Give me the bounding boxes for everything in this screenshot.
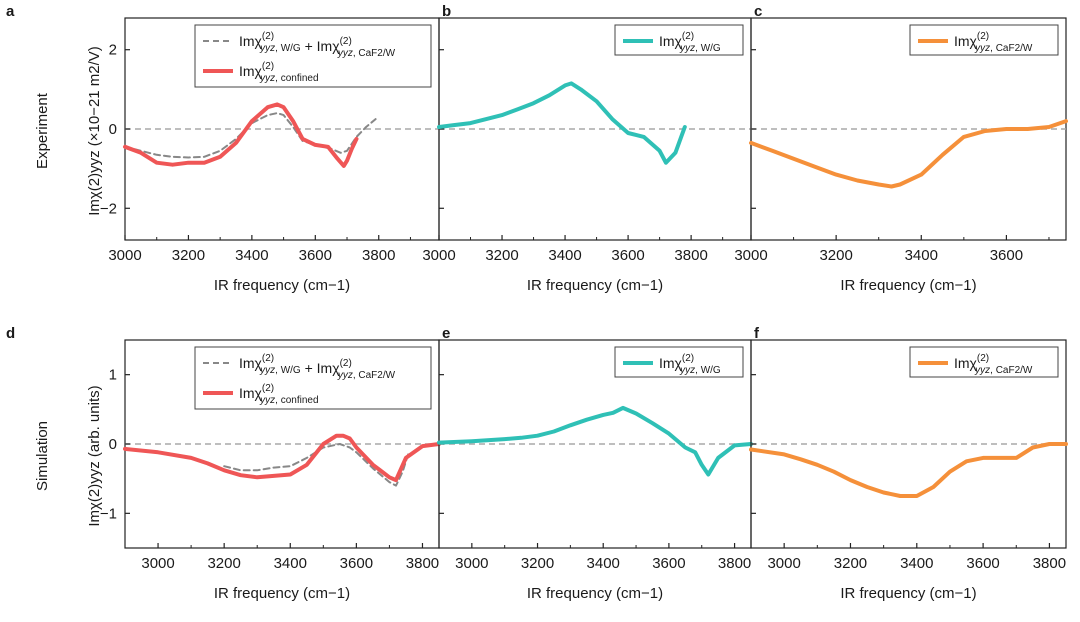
- x-tick-label: 3400: [548, 247, 581, 264]
- legend-entry-label: Imχ(2) yyz, W/G: [659, 31, 721, 54]
- x-tick-label: 3000: [108, 247, 141, 264]
- x-tick-label: 3600: [611, 247, 644, 264]
- y-tick-label: −1: [100, 505, 117, 522]
- series-line-measured: [749, 119, 1068, 189]
- svg-text:Imχ(2)yyz (arb. units): Imχ(2)yyz (arb. units): [86, 385, 103, 526]
- legend-entry-label: Imχ(2) yyz, W/G + Imχ(2) yyz, CaF2/W: [239, 353, 396, 381]
- x-tick-label: 3800: [718, 555, 751, 572]
- panel-letter: b: [442, 3, 451, 20]
- legend-box: [194, 346, 432, 410]
- y-tick-label: 0: [109, 436, 117, 453]
- panel-f: 3000 3200 3400 3600 3800 IR frequency (cm−1) f…: [749, 325, 1068, 602]
- panel-c: 3000 3200 3400 3600 IR frequency (cm−1) c Imχ(…: [734, 3, 1068, 294]
- legend-entry-label: Imχ(2) yyz, CaF2/W: [954, 353, 1033, 376]
- panel-d: 3000 3200 3400 3600 3800 −1 0 1 IR frequency (cm…: [6, 325, 441, 602]
- panel-letter: c: [754, 3, 762, 20]
- legend: Imχ(2) yyz, W/G: [614, 24, 744, 56]
- x-tick-label: 3200: [485, 247, 518, 264]
- x-tick-label: 3000: [767, 555, 800, 572]
- x-tick-label: 3000: [455, 555, 488, 572]
- series-line-measured: [437, 81, 687, 165]
- y-axis-label-experiment: Imχ(2)yyz (×10−21 m2/V): [86, 46, 103, 216]
- legend-entry-label: Imχ(2) yyz, CaF2/W: [954, 31, 1033, 54]
- x-tick-label: 3200: [172, 247, 205, 264]
- svg-text:Imχ(2)yyz (×10−21 m2/V): Imχ(2)yyz (×10−21 m2/V): [86, 46, 103, 216]
- legend: Imχ(2) yyz, W/G + Imχ(2) yyz, CaF2/WImχ(2)…: [194, 346, 432, 410]
- x-tick-label: 3800: [1033, 555, 1066, 572]
- x-axis-label: IR frequency (cm−1): [527, 277, 663, 294]
- panel-letter: d: [6, 325, 15, 342]
- x-tick-label: 3400: [235, 247, 268, 264]
- x-tick-label: 3800: [362, 247, 395, 264]
- y-tick-label: 2: [109, 42, 117, 59]
- panel-b: 3000 3200 3400 3600 3800 IR frequency (cm−1) b…: [422, 3, 752, 294]
- y-tick-label: 0: [109, 121, 117, 138]
- series-line-measured: [123, 102, 359, 168]
- x-tick-label: 3600: [990, 247, 1023, 264]
- x-axis-label: IR frequency (cm−1): [840, 585, 976, 602]
- x-tick-label: 3200: [521, 555, 554, 572]
- x-tick-label: 3400: [587, 555, 620, 572]
- x-axis-label: IR frequency (cm−1): [527, 585, 663, 602]
- x-tick-label: 3600: [966, 555, 999, 572]
- row-label-experiment: Experiment: [34, 92, 51, 169]
- legend-entry-label: Imχ(2) yyz, confined: [239, 383, 319, 406]
- series-line-measured: [749, 442, 1068, 498]
- x-tick-label: 3000: [422, 247, 455, 264]
- x-tick-label: 3000: [141, 555, 174, 572]
- x-axis-label: IR frequency (cm−1): [214, 585, 350, 602]
- x-tick-label: 3000: [734, 247, 767, 264]
- series-line-measured: [437, 405, 753, 477]
- x-axis-label: IR frequency (cm−1): [840, 277, 976, 294]
- legend-entry-label: Imχ(2) yyz, W/G + Imχ(2) yyz, CaF2/W: [239, 31, 396, 59]
- legend: Imχ(2) yyz, W/G + Imχ(2) yyz, CaF2/WImχ(2)…: [194, 24, 432, 88]
- legend-entry-label: Imχ(2) yyz, W/G: [659, 353, 721, 376]
- y-axis-label-simulation: Imχ(2)yyz (arb. units): [86, 385, 103, 526]
- legend-entry-label: Imχ(2) yyz, confined: [239, 61, 319, 84]
- panel-letter: e: [442, 325, 450, 342]
- panel-letter: f: [754, 325, 760, 342]
- legend: Imχ(2) yyz, W/G: [614, 346, 744, 378]
- legend: Imχ(2) yyz, CaF2/W: [909, 346, 1059, 378]
- legend-box: [194, 24, 432, 88]
- x-tick-label: 3800: [406, 555, 439, 572]
- x-tick-label: 3200: [819, 247, 852, 264]
- x-tick-label: 3200: [207, 555, 240, 572]
- panel-e: 3000 3200 3400 3600 3800 IR frequency (cm−1) e…: [437, 325, 753, 602]
- x-tick-label: 3400: [905, 247, 938, 264]
- y-tick-label: 1: [109, 367, 117, 384]
- series-line-sum: [124, 112, 377, 159]
- series-line-sum: [223, 443, 411, 487]
- x-tick-label: 3200: [834, 555, 867, 572]
- x-tick-label: 3800: [674, 247, 707, 264]
- panel-letter: a: [6, 3, 15, 20]
- y-tick-label: −2: [100, 200, 117, 217]
- row-label-simulation: Simulation: [34, 421, 51, 491]
- x-tick-label: 3400: [274, 555, 307, 572]
- x-tick-label: 3400: [900, 555, 933, 572]
- x-axis-label: IR frequency (cm−1): [214, 277, 350, 294]
- x-tick-label: 3600: [299, 247, 332, 264]
- x-tick-label: 3600: [652, 555, 685, 572]
- x-tick-label: 3600: [340, 555, 373, 572]
- legend: Imχ(2) yyz, CaF2/W: [909, 24, 1059, 56]
- panel-a: 3000 3200 3400 3600 3800 −2 0 2 IR frequency (cm…: [6, 3, 440, 294]
- series-line-measured: [123, 433, 441, 483]
